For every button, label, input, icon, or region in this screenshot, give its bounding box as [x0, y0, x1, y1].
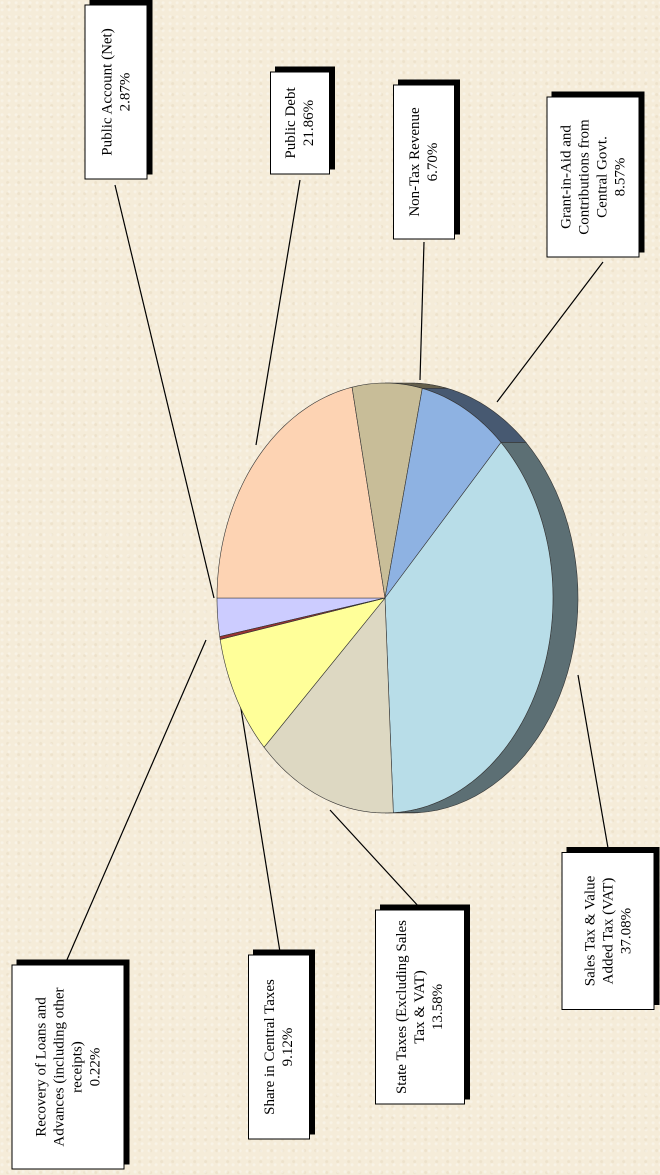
- data-label: Public Debt 21.86%: [270, 71, 330, 175]
- slice: [384, 441, 554, 814]
- value-label: 2.87%: [117, 72, 133, 112]
- data-label: Public Account (Net) 2.87%: [84, 4, 148, 180]
- value-label: 0.22%: [87, 1047, 103, 1087]
- category-name: State Taxes (Excluding Sales Tax & VAT): [394, 919, 428, 1095]
- slice: [351, 382, 423, 599]
- value-label: 21.86%: [301, 99, 317, 147]
- leader-line: [114, 184, 215, 599]
- category-name: Share in Central Taxes: [262, 979, 278, 1115]
- category-name: Recovery of Loans and Advances (includin…: [33, 987, 85, 1147]
- category-name: Public Debt: [283, 87, 299, 159]
- data-label: Share in Central Taxes 9.12%: [248, 954, 310, 1140]
- data-label: Grant-in-Aid and Contributions from Cent…: [546, 96, 640, 258]
- value-label: 13.58%: [430, 983, 446, 1031]
- data-label: Non-Tax Revenue 6.70%: [393, 84, 455, 240]
- value-label: 9.12%: [280, 1027, 296, 1067]
- category-name: Non-Tax Revenue: [407, 107, 423, 217]
- leader-line: [237, 689, 281, 953]
- value-label: 8.57%: [612, 157, 628, 197]
- category-name: Public Account (Net): [99, 28, 115, 156]
- leader-line: [329, 809, 421, 909]
- data-label: Recovery of Loans and Advances (includin…: [11, 964, 125, 1170]
- leader-line: [419, 241, 425, 381]
- pie: [216, 382, 579, 814]
- leader-line: [496, 261, 604, 403]
- leader-lines: [65, 179, 609, 963]
- leader-line: [577, 674, 609, 849]
- value-label: 6.70%: [425, 142, 441, 182]
- leader-line: [65, 639, 207, 963]
- data-label: State Taxes (Excluding Sales Tax & VAT) 1…: [375, 909, 465, 1105]
- slice: [219, 597, 386, 748]
- slice: [216, 386, 386, 599]
- slice: [219, 597, 386, 640]
- category-name: Grant-in-Aid and Contributions from Cent…: [558, 119, 610, 235]
- slice: [263, 597, 394, 814]
- value-label: 37.08%: [618, 907, 634, 955]
- slice: [384, 387, 502, 599]
- category-name: Sales Tax & Value Added Tax (VAT): [582, 875, 616, 987]
- data-label: Sales Tax & Value Added Tax (VAT) 37.08%: [561, 852, 655, 1010]
- leader-line: [255, 179, 301, 446]
